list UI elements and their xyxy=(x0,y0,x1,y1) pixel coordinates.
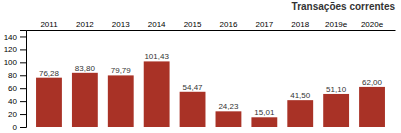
y-tick: 120 xyxy=(4,45,26,54)
y-tick-label: 80 xyxy=(8,71,17,80)
y-tick-label: 20 xyxy=(8,110,17,119)
bar xyxy=(251,117,277,127)
bar xyxy=(287,100,313,127)
y-tick-label: 0 xyxy=(13,123,18,132)
title: Transações correntes xyxy=(292,1,396,12)
x-tick: 2011 xyxy=(40,20,58,30)
x-axis: 2011 2012 2013 2014 2015 2016 2017 2018 2019e 202… xyxy=(27,20,396,31)
x-tick: 2016 xyxy=(220,20,238,30)
x-tick: 2020e xyxy=(361,20,384,30)
y-axis: 0 20 40 60 80 100 120 140 xyxy=(4,31,27,133)
x-axis-line xyxy=(27,30,396,31)
y-tick-label: 40 xyxy=(8,97,17,106)
x-tick-label: 2012 xyxy=(76,20,94,29)
bar xyxy=(180,92,206,127)
data-label: 83,80 xyxy=(75,64,96,73)
y-tick-mark xyxy=(20,49,26,50)
y-tick-label: 60 xyxy=(8,84,17,93)
y-tick-label: 100 xyxy=(4,58,18,67)
x-tick-label: 2018 xyxy=(291,20,309,29)
bar xyxy=(72,73,98,127)
data-label: 79,79 xyxy=(111,66,132,75)
plot: 0204060801001201402011201220132014201520… xyxy=(4,20,396,132)
x-tick: 2012 xyxy=(76,20,94,30)
y-tick: 0 xyxy=(13,123,26,132)
chart: 0204060801001201402011201220132014201520… xyxy=(0,0,401,133)
data-label: 41,50 xyxy=(290,91,311,100)
y-tick: 100 xyxy=(4,58,26,67)
x-tick-label: 2015 xyxy=(184,20,202,29)
data-label: 24,23 xyxy=(218,102,239,111)
x-tick: 2017 xyxy=(255,20,273,30)
bars xyxy=(36,61,385,127)
x-tick-label: 2016 xyxy=(220,20,238,29)
bar xyxy=(323,94,349,127)
x-tick-label: 2017 xyxy=(255,20,273,29)
x-tick-label: 2019e xyxy=(325,20,348,29)
x-tick-label: 2011 xyxy=(40,20,58,29)
y-tick: 80 xyxy=(8,71,26,80)
y-tick: 60 xyxy=(8,84,26,93)
data-label: 101,43 xyxy=(144,52,169,61)
y-tick-mark xyxy=(20,75,26,76)
y-tick-mark xyxy=(20,114,26,115)
data-label: 15,01 xyxy=(254,108,275,117)
data-label: 76,28 xyxy=(39,69,60,78)
y-tick-label: 140 xyxy=(4,33,18,42)
x-tick: 2015 xyxy=(184,20,202,30)
y-tick-label: 120 xyxy=(4,45,18,54)
y-tick-mark xyxy=(20,62,26,63)
x-tick: 2013 xyxy=(112,20,130,30)
bar xyxy=(36,78,62,127)
y-tick-mark xyxy=(20,127,26,128)
x-tick-label: 2014 xyxy=(148,20,166,29)
y-tick: 40 xyxy=(8,97,26,106)
x-tick-label: 2020e xyxy=(361,20,384,29)
data-labels: 76,28 83,80 79,79 101,43 54,47 24,23 15,01 41,5… xyxy=(39,52,383,117)
data-label: 62,00 xyxy=(362,78,383,87)
y-tick-mark xyxy=(20,101,26,102)
y-tick-mark xyxy=(20,36,26,37)
bar xyxy=(144,61,170,127)
x-tick: 2018 xyxy=(291,20,309,30)
y-axis-line xyxy=(20,31,27,128)
y-tick: 20 xyxy=(8,110,26,119)
data-label: 51,10 xyxy=(326,85,347,94)
bar xyxy=(359,87,385,127)
x-tick: 2014 xyxy=(148,20,166,30)
y-tick-mark xyxy=(20,88,26,89)
bar xyxy=(216,111,242,127)
bar xyxy=(108,75,134,127)
x-tick-label: 2013 xyxy=(112,20,130,29)
data-label: 54,47 xyxy=(183,83,204,92)
y-tick: 140 xyxy=(4,33,26,42)
x-tick: 2019e xyxy=(325,20,348,30)
